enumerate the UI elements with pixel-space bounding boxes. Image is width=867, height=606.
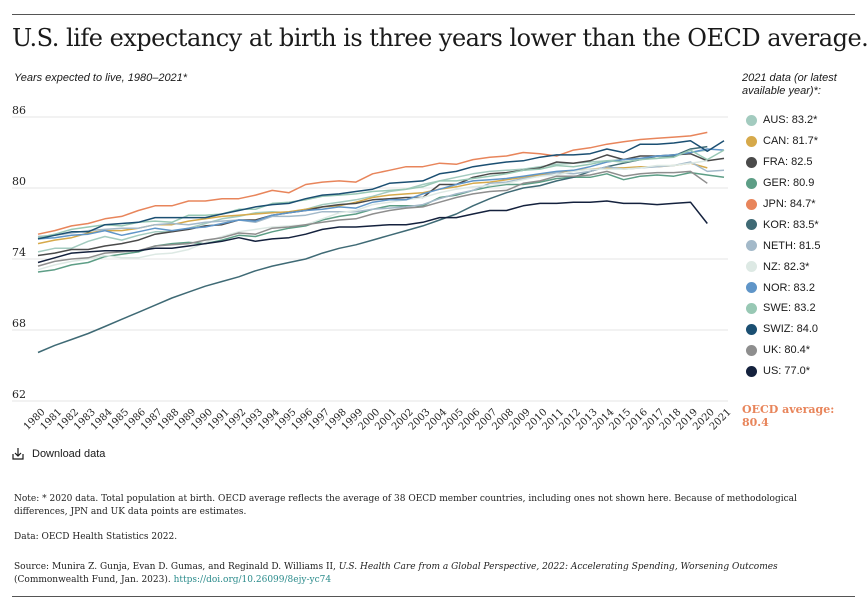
y-tick-label: 68 [12,317,26,330]
chart-subtitle: Years expected to live, 1980–2021* [14,72,188,84]
series-line-swe [37,149,725,239]
legend-item-ger: GER: 80.9 [746,173,820,194]
series-line-swiz [37,139,725,240]
y-tick-label: 80 [12,175,26,188]
data-source: Data: OECD Health Statistics 2022. [14,532,178,542]
legend-item-nor: NOR: 83.2 [746,277,820,298]
series-line-fra [37,152,725,257]
legend-label: KOR: 83.5* [763,218,819,231]
series-line-uk [37,170,708,267]
legend-swatch [746,156,757,168]
download-data-label: Download data [32,447,106,460]
legend-swatch [746,365,757,377]
series-line-aus [37,149,708,253]
source-citation: Source: Munira Z. Gunja, Evan D. Gumas, … [14,561,834,587]
y-tick-label: 74 [12,246,26,259]
legend-item-swe: SWE: 83.2 [746,298,820,319]
series-line-neth [37,161,725,238]
legend-item-can: CAN: 81.7* [746,131,820,152]
legend-item-jpn: JPN: 84.7* [746,194,820,215]
download-icon [12,447,24,460]
legend-swatch [746,219,757,231]
y-tick-label: 86 [12,104,26,117]
legend-label: NOR: 83.2 [763,281,815,294]
legend-swatch [746,323,757,335]
series-line-nz [37,160,708,271]
legend-item-kor: KOR: 83.5* [746,214,820,235]
legend-swatch [746,261,757,273]
footnote: Note: * 2020 data. Total population at b… [14,494,797,517]
series-line-us [37,200,708,264]
series-line-kor [37,145,708,354]
legend-label: GER: 80.9 [763,177,815,190]
grid-lines [12,116,728,402]
page-title: U.S. life expectancy at birth is three y… [12,24,867,52]
legend-swatch [746,135,757,147]
y-tick-label: 62 [12,388,26,401]
source-prefix: Source: Munira Z. Gunja, Evan D. Gumas, … [14,562,339,572]
x-axis-ticks: 1980198119821983198419851986198719881989… [22,407,734,433]
legend-label: JPN: 84.7* [763,198,816,210]
legend-item-neth: NETH: 81.5 [746,235,820,256]
legend-label: FRA: 82.5 [763,156,813,169]
source-suffix: (Commonwealth Fund, Jan. 2023). [14,575,174,585]
series-lines [37,131,725,354]
legend-item-us: US: 77.0* [746,361,820,382]
bottom-rule [12,596,855,597]
oecd-average-note: OECD average: 80.4 [742,403,835,429]
legend-label: AUS: 83.2* [763,114,818,127]
legend-swatch [746,198,757,210]
legend-label: US: 77.0* [763,365,811,378]
y-axis-ticks: 62 68 74 80 86 [12,104,26,401]
legend-swatch [746,240,757,252]
legend-item-uk: UK: 80.4* [746,340,820,361]
source-title: U.S. Health Care from a Global Perspecti… [338,562,778,572]
download-data-button[interactable]: Download data [12,447,105,460]
legend-label: CAN: 81.7* [763,135,819,148]
source-doi-link[interactable]: https://doi.org/10.26099/8ejy-yc74 [173,575,332,585]
legend-swatch [746,302,757,314]
life-expectancy-line-chart: 62 68 74 80 86 19801981198219831984198519861… [12,104,734,433]
legend-item-fra: FRA: 82.5 [746,152,820,173]
top-rule [12,14,855,15]
legend-label: SWIZ: 84.0 [763,323,819,336]
legend-item-nz: NZ: 82.3* [746,256,820,277]
legend-item-aus: AUS: 83.2* [746,110,820,131]
legend-heading: 2021 data (or latest available year)*: [742,72,837,97]
legend: AUS: 83.2* CAN: 81.7* FRA: 82.5 GER: 80.9 JP… [746,110,820,382]
legend-item-swiz: SWIZ: 84.0 [746,319,820,340]
legend-label: SWE: 83.2 [763,302,816,315]
legend-swatch [746,344,757,356]
legend-label: NZ: 82.3* [763,260,810,273]
legend-swatch [746,114,757,126]
legend-label: NETH: 81.5 [763,239,821,252]
legend-swatch [746,177,757,189]
legend-swatch [746,282,757,294]
series-line-jpn [37,131,708,235]
legend-label: UK: 80.4* [763,344,811,357]
